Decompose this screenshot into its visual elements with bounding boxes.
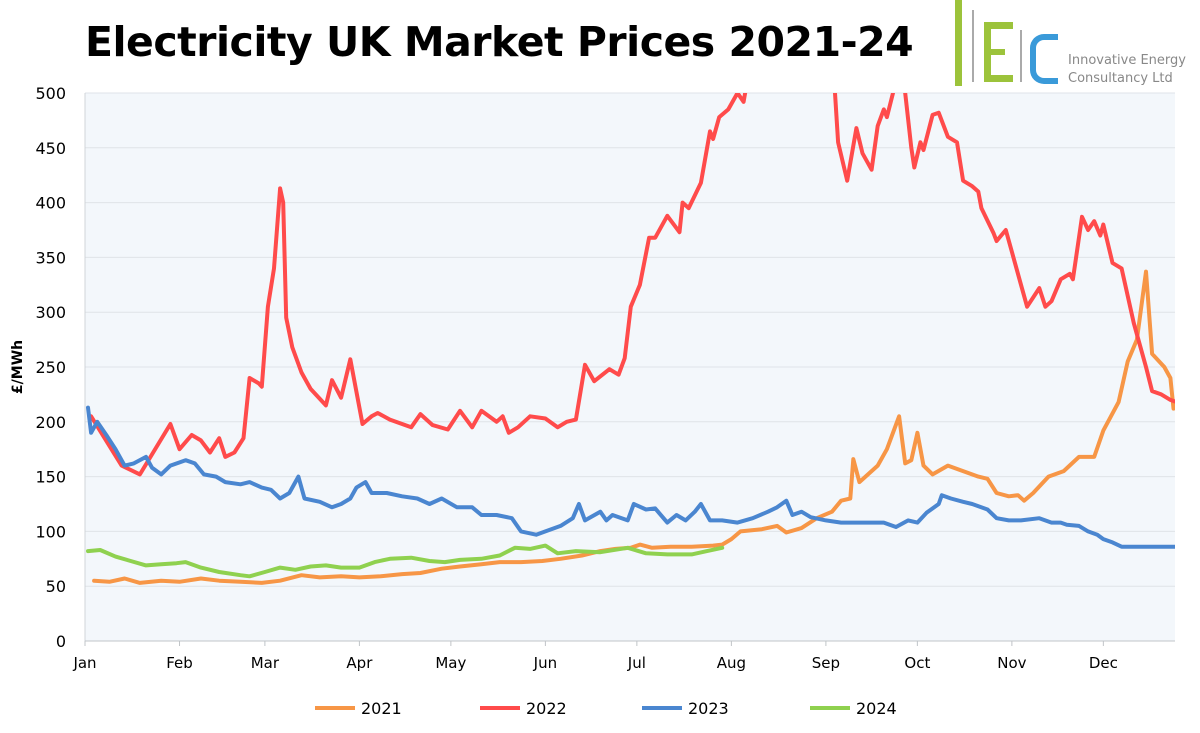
x-tick-label: Jun: [533, 654, 557, 672]
legend-label-2022: 2022: [526, 699, 567, 718]
x-tick-label: May: [435, 654, 466, 672]
y-tick-label: 50: [46, 577, 66, 596]
y-tick-label: 400: [35, 194, 66, 213]
y-tick-label: 0: [56, 632, 66, 651]
series-line-2024: [86, 543, 725, 579]
x-tick-label: Sep: [812, 654, 840, 672]
logo-divider: [972, 10, 974, 82]
logo-bar-i: [955, 0, 962, 86]
series-line-2021: [92, 269, 1175, 585]
x-tick-label: Mar: [251, 654, 280, 672]
logo-divider-2: [1020, 30, 1022, 82]
y-tick-label: 200: [35, 413, 66, 432]
y-tick-label: 450: [35, 139, 66, 158]
y-tick-label: 250: [35, 358, 66, 377]
logo-text-line2: Consultancy Ltd: [1068, 71, 1173, 86]
y-tick-label: 350: [35, 248, 66, 267]
y-tick-label: 150: [35, 468, 66, 487]
x-tick-label: Aug: [717, 654, 746, 672]
x-tick-label: Dec: [1089, 654, 1118, 672]
legend-label-2024: 2024: [856, 699, 897, 718]
series-line-2022: [89, 93, 1175, 477]
legend-label-2021: 2021: [361, 699, 402, 718]
x-tick-label: Jul: [627, 654, 646, 672]
logo-letter-e: [984, 22, 1013, 82]
x-tick-label: Apr: [346, 654, 373, 672]
x-tick-label: Feb: [166, 654, 193, 672]
logo-text-line1: Innovative Energy: [1068, 53, 1186, 68]
x-tick-label: Nov: [997, 654, 1026, 672]
x-tick-label: Oct: [904, 654, 930, 672]
y-tick-label: 500: [35, 84, 66, 103]
y-tick-label: 300: [35, 303, 66, 322]
logo-letter-c: [1030, 34, 1058, 84]
legend-label-2023: 2023: [688, 699, 729, 718]
y-axis-label: £/MWh: [10, 340, 26, 394]
company-logo: Innovative Energy Consultancy Ltd: [950, 0, 1186, 95]
chart-title: Electricity UK Market Prices 2021-24: [85, 18, 914, 66]
series-line-2023: [86, 405, 1175, 549]
y-tick-label: 100: [35, 522, 66, 541]
x-tick-label: Jan: [72, 654, 96, 672]
